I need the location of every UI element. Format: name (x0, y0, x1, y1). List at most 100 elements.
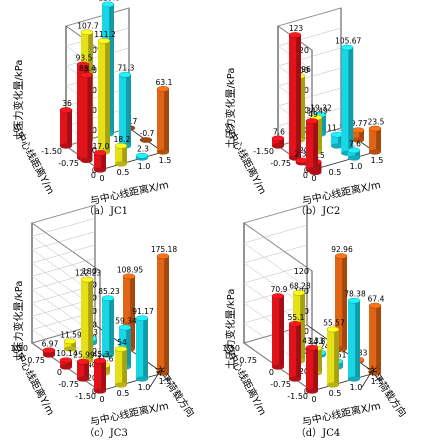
bar-base (289, 376, 301, 382)
bar-shade (109, 4, 114, 135)
bar-value-label: 85.4 (79, 64, 96, 73)
z-tick-label: 100 (294, 66, 309, 75)
x-tick-label: 0.75 (27, 356, 45, 365)
bar-shade (164, 256, 169, 373)
bar: 111.2 (94, 30, 116, 155)
z-gridline (243, 204, 308, 224)
bar: 23.5 (368, 118, 385, 155)
bar-value-label: 55.1 (288, 313, 305, 322)
bar-top (59, 107, 73, 113)
y-tick-label: 1.5 (159, 156, 172, 165)
z-gridline (65, 7, 130, 27)
bar-value-label: 19.32 (310, 104, 332, 113)
bar-body (331, 134, 343, 146)
z-gridline (277, 107, 342, 127)
bar-shade (355, 150, 360, 158)
bar-shade (87, 75, 93, 161)
bar-top (63, 338, 77, 345)
bar-top (288, 321, 302, 327)
bar-top (156, 253, 170, 260)
bar-value-label: 2.35 (294, 149, 311, 158)
bar-shade (313, 347, 318, 391)
bar-value-label: 111.2 (94, 30, 116, 39)
bar-value-label: 43.33 (302, 337, 324, 346)
bar-value-label: 63.1 (156, 78, 173, 87)
y-tick-label: 0 (311, 395, 316, 404)
panel-caption: （b）JC2 (296, 205, 340, 217)
bar-base (369, 149, 381, 155)
bar-base (136, 376, 148, 382)
bar-top (156, 86, 170, 92)
bar-shade (126, 74, 131, 146)
bar-base (348, 376, 360, 382)
bar: 11.59 (60, 330, 82, 352)
bar: 25.99 (73, 351, 95, 382)
bar-shade (84, 361, 89, 379)
bar: 9.77 (351, 119, 368, 143)
chart-panel-jc2: 02040608010012000.51.01.50-0.75-1.507.66… (212, 0, 424, 221)
bar-value-label: 36 (62, 99, 72, 108)
y-axis-label: 与中心线距离Y/m (221, 120, 270, 196)
bar-shade (105, 365, 110, 373)
x-tick-label: -1.50 (287, 392, 308, 401)
bar-value-label: 2.24 (313, 342, 330, 351)
bar-shade (316, 161, 322, 173)
bar-value-label: 68.28 (289, 282, 311, 291)
bar-top (368, 125, 382, 132)
bar-value-label: 11.59 (60, 330, 82, 339)
bar-shade (296, 323, 301, 379)
x-tick-label: -0.75 (270, 159, 291, 168)
bar-shade (67, 360, 72, 367)
z-tick-label: 120 (294, 46, 309, 55)
bar-top (118, 71, 132, 78)
chart-jc2: 02040608010012000.51.01.50-0.75-1.507.66… (221, 7, 385, 217)
bar-top (97, 38, 111, 44)
y-tick-label: 1.0 (138, 383, 151, 392)
bar-shade (67, 110, 72, 146)
bar-base (306, 388, 318, 394)
bar: 2.35 (294, 149, 311, 166)
z-tick-label: 120 (294, 267, 309, 276)
bar: 45.3 (93, 350, 110, 394)
chart-jc4: 02040608010012000.51.01.5-1.50-0.7500.75… (221, 204, 409, 439)
z-gridline (65, 27, 130, 47)
bar-shade (296, 35, 301, 158)
chart-panel-jc4: 02040608010012000.51.01.5-1.50-0.7500.75… (212, 204, 424, 443)
z-tick-label: 40 (87, 360, 97, 369)
bar-value-label: 122.23 (75, 269, 101, 278)
bar-shade (126, 327, 131, 367)
bar-value-label: 67.4 (368, 295, 385, 304)
bar-top (93, 150, 107, 156)
bar-base (327, 382, 339, 388)
bar: 63.1 (156, 78, 173, 155)
bar-top (114, 346, 128, 352)
bar-body (348, 150, 360, 158)
chart-jc1: 02040608010012000.51.01.50-0.75-1.503610… (9, 0, 173, 217)
bar: 78.38 (344, 290, 366, 382)
bar-base (102, 352, 114, 358)
bar-top (101, 1, 115, 8)
z-gridline (31, 258, 96, 277)
bar-top (76, 61, 90, 68)
x-tick-label: -1.50 (41, 147, 62, 156)
bar-top (135, 152, 149, 159)
bar-value-label: 71.3 (118, 64, 135, 73)
bar-base (60, 364, 72, 370)
bar: 91.17 (132, 307, 154, 382)
bar-value-label: 2.3 (137, 145, 149, 154)
bar-base (157, 149, 169, 155)
y-tick-label: 1.5 (371, 377, 384, 386)
z-gridline (31, 231, 96, 250)
z-axis-label: 土压力变化量/kPa (12, 60, 25, 141)
bar: -0.7 (140, 129, 155, 143)
bar: 85.23 (98, 287, 120, 358)
y-tick-label: 1.5 (371, 156, 384, 165)
bar-shade (342, 256, 347, 349)
z-gridline (65, 127, 130, 147)
bar-value-label: 85.23 (98, 287, 120, 296)
bar: 2.3 (135, 145, 149, 161)
bar-shade (321, 114, 326, 134)
z-gridline (243, 244, 308, 264)
load-direction-arrow (361, 370, 373, 388)
y-tick-label: 1.5 (159, 377, 172, 386)
